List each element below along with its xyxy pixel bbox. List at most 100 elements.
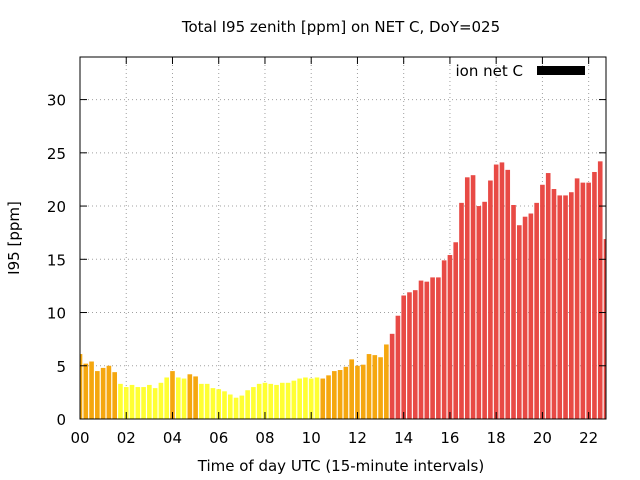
bar (239, 395, 245, 419)
bar (245, 390, 250, 419)
bar (112, 372, 117, 419)
bar (170, 371, 175, 419)
bar (412, 290, 418, 419)
bar (592, 171, 597, 419)
bar (326, 375, 331, 419)
y-axis-label: I95 [ppm] (5, 201, 23, 275)
bar (251, 387, 256, 419)
bar (274, 384, 279, 419)
x-tick-label: 22 (579, 429, 598, 447)
bar (476, 206, 482, 419)
bar (551, 189, 557, 419)
bar (256, 383, 262, 419)
bar (453, 242, 459, 419)
bar (470, 175, 476, 419)
y-tick-label: 20 (47, 198, 66, 216)
bar (279, 382, 285, 419)
bar (95, 371, 100, 419)
bar (181, 378, 187, 419)
x-tick-label: 12 (348, 429, 367, 447)
bar (164, 377, 170, 419)
bar (482, 201, 487, 419)
bar (569, 192, 574, 419)
bar (563, 195, 568, 419)
bar (407, 292, 412, 419)
bar (193, 376, 198, 419)
bar (314, 377, 320, 419)
bar (227, 394, 233, 419)
x-tick-label: 06 (209, 429, 228, 447)
bar (545, 173, 551, 419)
bar (586, 182, 591, 419)
bar (343, 366, 349, 419)
x-tick-label: 18 (487, 429, 506, 447)
bar (401, 295, 407, 419)
bar (488, 180, 493, 419)
bar (129, 384, 135, 419)
x-tick-label: 08 (255, 429, 274, 447)
bar (152, 388, 158, 419)
bar (580, 182, 586, 419)
bar (378, 357, 383, 419)
bar (418, 280, 424, 419)
bar (516, 225, 522, 419)
x-tick-label: 10 (302, 429, 321, 447)
plot-frame (79, 56, 607, 420)
bar (141, 387, 146, 419)
bar (522, 216, 528, 419)
y-tick-label: 0 (56, 411, 66, 429)
bar (349, 359, 354, 419)
bar (360, 364, 366, 419)
bar (436, 277, 441, 419)
bar (210, 388, 216, 419)
bar (89, 361, 94, 419)
bar (308, 378, 314, 419)
bar (222, 391, 227, 419)
bar (187, 374, 193, 419)
y-tick-label: 25 (47, 145, 66, 163)
bar (447, 255, 453, 419)
x-tick-label: 02 (117, 429, 136, 447)
bar (320, 378, 326, 419)
bar (332, 371, 337, 419)
x-tick-labels: 00 02 04 06 08 10 12 14 16 18 20 22 (70, 429, 598, 447)
x-tick-label: 04 (163, 429, 182, 447)
bar (175, 377, 181, 419)
x-tick-label: 00 (70, 429, 89, 447)
bar (395, 315, 401, 419)
bar (441, 260, 447, 419)
bar (118, 383, 123, 419)
bar (430, 277, 435, 419)
bar (505, 169, 511, 419)
bar (464, 177, 470, 419)
bar (511, 204, 516, 419)
ticks (79, 57, 606, 420)
bar (528, 213, 534, 419)
bar (158, 382, 164, 419)
x-axis-label: Time of day UTC (15-minute intervals) (197, 457, 484, 475)
bar (233, 397, 239, 419)
bar (147, 384, 152, 419)
bar (459, 202, 464, 419)
y-tick-labels: 0 5 10 15 20 25 30 (47, 92, 66, 429)
bar (493, 164, 499, 419)
x-tick-label: 16 (440, 429, 459, 447)
bar (597, 161, 603, 419)
bar (424, 281, 430, 419)
y-tick-label: 10 (47, 305, 66, 323)
bar (204, 383, 210, 419)
bar (534, 202, 539, 419)
bar (355, 365, 360, 419)
y-tick-label: 30 (47, 92, 66, 110)
bar (216, 389, 222, 419)
bar (297, 378, 302, 419)
legend-swatch (537, 66, 585, 75)
bar (106, 365, 112, 419)
bar (303, 377, 308, 419)
bar (540, 184, 545, 419)
bar (337, 370, 343, 419)
bar (291, 380, 297, 419)
bar (262, 382, 268, 419)
legend-label: ion net C (456, 62, 523, 80)
legend: ion net C (456, 62, 585, 80)
